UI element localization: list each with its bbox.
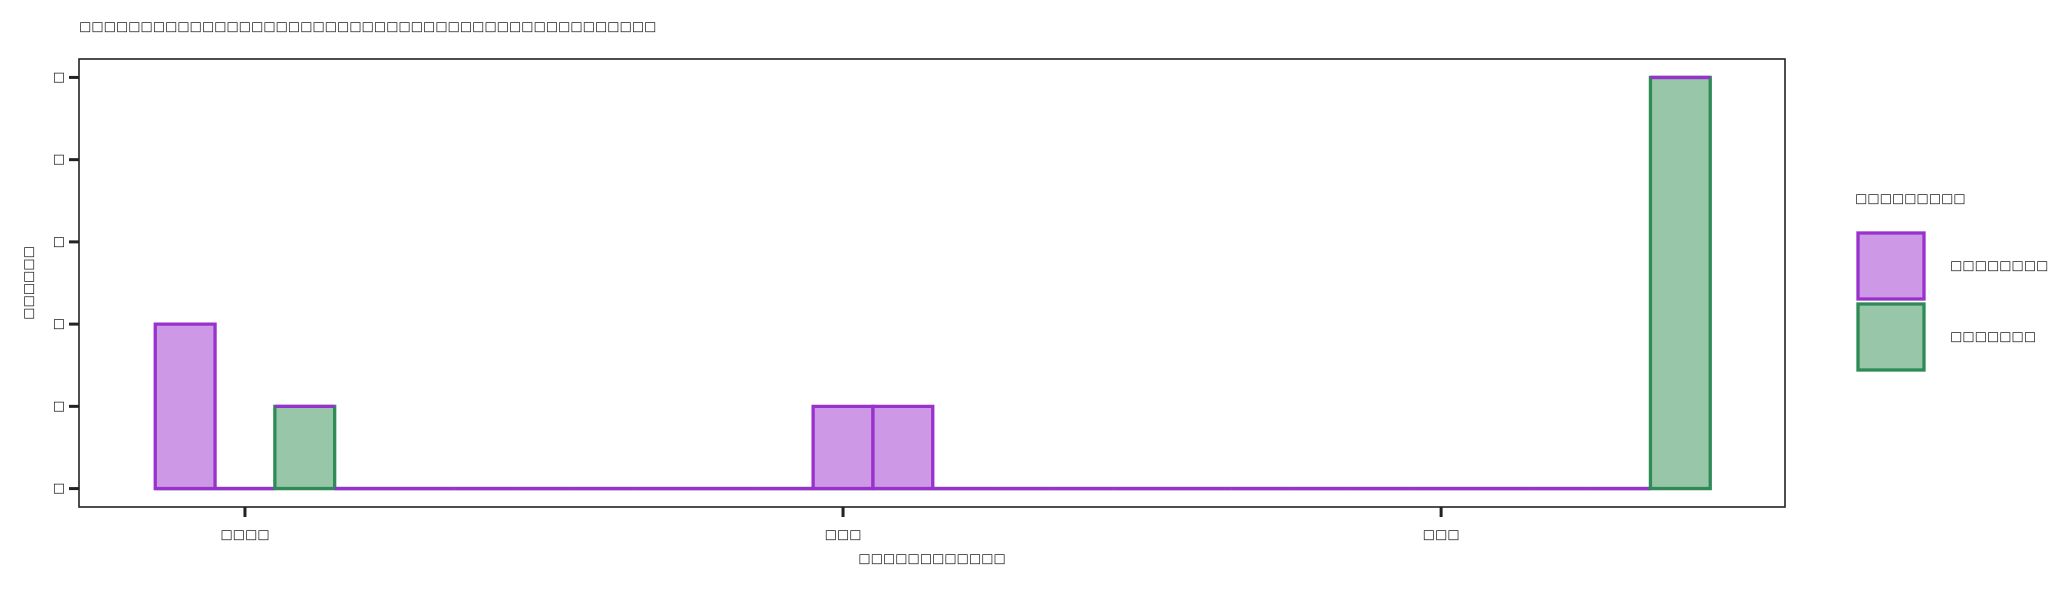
chart-title: □□□□□□□□□□□□□□□□□□□□□□□□□□□□□□□□□□□□□□□□… [79,20,656,35]
bar [1648,75,1712,491]
legend-swatch [1856,231,1926,301]
y-tick-label: □ [53,317,65,332]
legend-swatch [1856,302,1926,372]
x-tick-label: □□□ [825,528,862,543]
x-axis-label: □□□□□□□□□□□□ [858,552,1005,567]
y-tick-label: □ [53,70,65,85]
legend-label: □□□□□□□□ [1950,259,2048,274]
y-axis-label: □□□□□□ [22,246,37,320]
legend-label: □□□□□□□ [1950,330,2036,345]
plot-frame [78,58,1786,508]
bar [153,322,217,491]
y-tick-label: □ [53,481,65,496]
x-tick-label: □□□ [1423,528,1460,543]
bar [811,404,875,491]
x-tick-label: □□□□ [220,528,269,543]
legend-title: □□□□□□□□□ [1855,192,1966,207]
y-tick-label: □ [53,234,65,249]
y-tick-label: □ [53,399,65,414]
bar [273,404,337,491]
y-tick-label: □ [53,152,65,167]
bar [871,404,935,491]
